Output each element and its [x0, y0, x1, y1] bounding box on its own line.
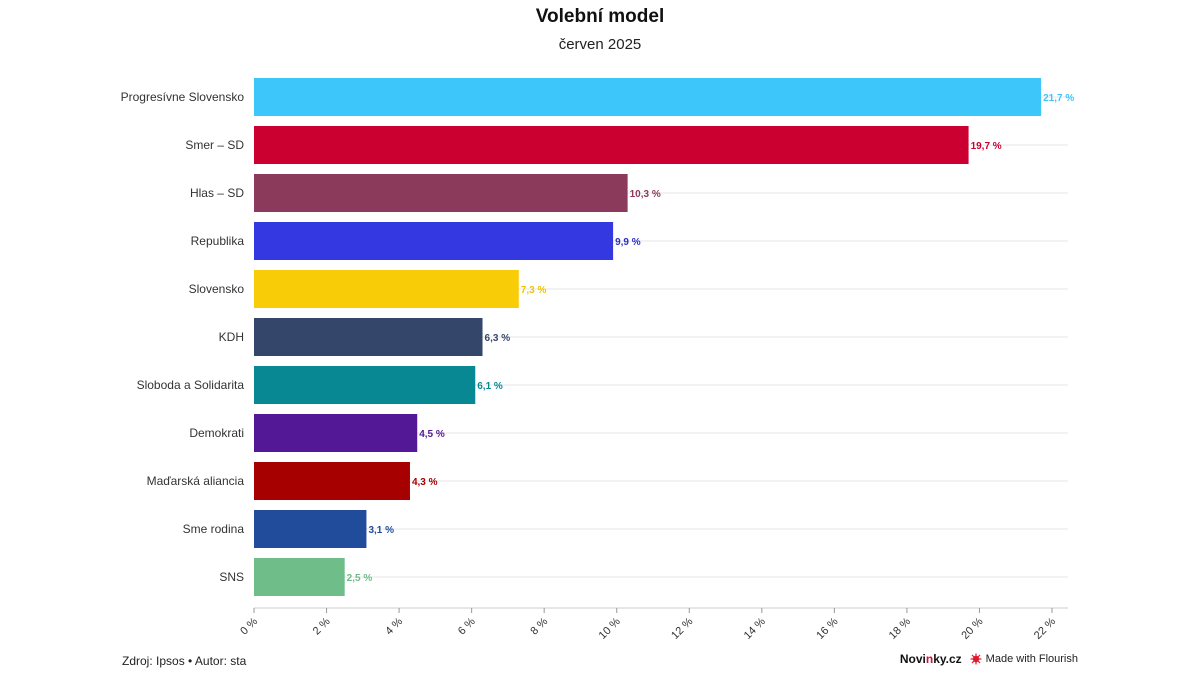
bar — [254, 270, 519, 308]
flourish-credit[interactable]: Made with Flourish — [970, 653, 1078, 665]
x-tick-label: 0 % — [238, 615, 260, 637]
bar — [254, 414, 418, 452]
flourish-credit-label: Made with Flourish — [985, 653, 1078, 665]
category-label: Sloboda a Solidarita — [137, 378, 245, 392]
category-label: KDH — [219, 330, 244, 344]
novinky-logo[interactable]: Novinky.cz — [899, 652, 962, 666]
x-tick-label: 14 % — [742, 615, 768, 641]
data-label: 6,1 % — [477, 381, 503, 392]
bar — [254, 126, 969, 164]
data-label: 3,1 % — [368, 525, 394, 536]
category-label: Maďarská aliancia — [147, 474, 245, 488]
data-label: 2,5 % — [347, 573, 373, 584]
data-label: 10,3 % — [630, 189, 661, 200]
bar — [254, 510, 367, 548]
x-tick-label: 20 % — [959, 615, 985, 641]
bar — [254, 558, 345, 596]
bar — [254, 462, 410, 500]
chart-subtitle: červen 2025 — [558, 36, 642, 53]
category-label: Progresívne Slovensko — [121, 90, 245, 104]
data-label: 21,7 % — [1043, 93, 1074, 104]
x-tick-label: 18 % — [887, 615, 913, 641]
category-label: Hlas – SD — [190, 186, 244, 200]
bar — [254, 78, 1042, 116]
x-tick-label: 4 % — [383, 615, 405, 637]
footer-branding: Novinky.cz Made with Flourish — [900, 652, 1078, 666]
x-tick-label: 16 % — [814, 615, 840, 641]
category-label: Republika — [191, 234, 245, 248]
x-tick-label: 8 % — [528, 615, 550, 637]
source-credit: Zdroj: Ipsos • Autor: sta — [122, 654, 247, 668]
flourish-star-icon — [970, 653, 982, 665]
data-label: 4,3 % — [412, 477, 438, 488]
chart-title: Volební model — [535, 6, 665, 27]
category-label: SNS — [219, 570, 244, 584]
data-label: 9,9 % — [615, 237, 641, 248]
x-tick-label: 22 % — [1032, 615, 1058, 641]
category-label: Slovensko — [189, 282, 245, 296]
bar — [254, 174, 628, 212]
category-label: Smer – SD — [185, 138, 244, 152]
x-tick-label: 6 % — [456, 615, 478, 637]
x-tick-label: 10 % — [597, 615, 623, 641]
category-label: Demokrati — [189, 426, 244, 440]
category-label: Sme rodina — [183, 522, 245, 536]
bar — [254, 318, 483, 356]
data-label: 19,7 % — [971, 141, 1002, 152]
data-label: 7,3 % — [521, 285, 547, 296]
bar — [254, 366, 476, 404]
data-label: 4,5 % — [419, 429, 445, 440]
x-tick-label: 2 % — [311, 615, 333, 637]
x-tick-label: 12 % — [669, 615, 695, 641]
bar — [254, 222, 614, 260]
data-label: 6,3 % — [485, 333, 511, 344]
